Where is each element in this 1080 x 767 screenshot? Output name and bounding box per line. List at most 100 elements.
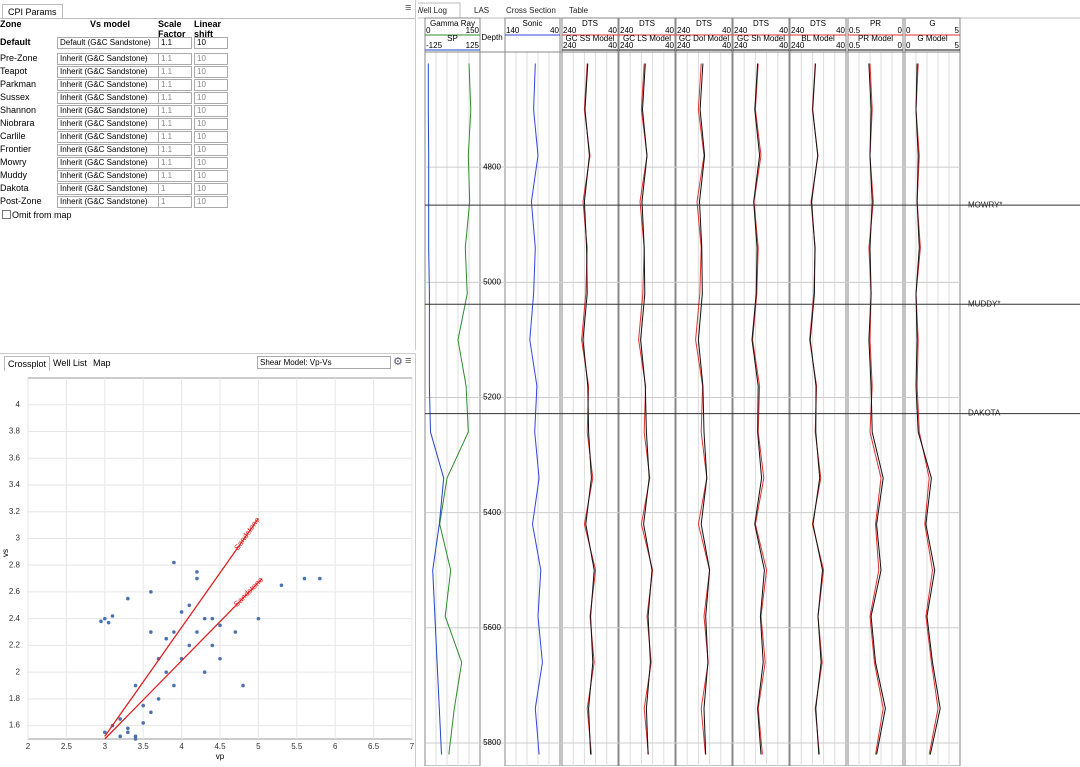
scale-factor-input[interactable]: 1.1 <box>158 118 192 130</box>
linear-shift-input[interactable]: 10 <box>194 79 228 91</box>
zone-name: Frontier <box>0 144 32 154</box>
vs-model-select[interactable]: Inherit (G&C Sandstone) <box>57 157 159 169</box>
tab[interactable]: CPI Params <box>2 4 63 19</box>
scale-factor-input[interactable]: 1.1 <box>158 92 192 104</box>
scale-factor-input[interactable]: 1.1 <box>158 131 192 143</box>
log-curve <box>640 63 653 755</box>
scale-max: 40 <box>722 26 731 35</box>
depth-tick-label: 5200 <box>483 393 501 402</box>
linear-shift-input[interactable]: 10 <box>194 118 228 130</box>
vs-model-select[interactable]: Inherit (G&C Sandstone) <box>57 183 159 195</box>
scale-factor-input[interactable]: 1 <box>158 183 192 195</box>
cpi-panel: CPI Params ≡ Zone Vs model Scale Factor Linea… <box>0 0 416 350</box>
trend-line <box>104 578 263 740</box>
track-title: DTS <box>810 19 826 28</box>
linear-shift-input[interactable]: 10 <box>194 92 228 104</box>
data-point <box>302 576 307 581</box>
scale-min: 240 <box>791 26 805 35</box>
vs-model-select[interactable]: Inherit (G&C Sandstone) <box>57 53 159 65</box>
x-axis-label: vp <box>216 752 225 761</box>
data-point <box>141 703 145 708</box>
omit-checkbox[interactable] <box>2 210 11 219</box>
track-frame <box>504 17 561 766</box>
tab-las[interactable]: LAS <box>474 6 489 15</box>
menu-icon[interactable]: ≡ <box>405 355 412 367</box>
data-point <box>149 710 153 715</box>
scale-min: 240 <box>620 26 634 35</box>
vs-model-select[interactable]: Inherit (G&C Sandstone) <box>57 118 159 130</box>
zone-name: Shannon <box>0 105 37 115</box>
tab[interactable]: Map <box>93 358 111 368</box>
vs-model-select[interactable]: Inherit (G&C Sandstone) <box>57 144 159 156</box>
y-tick-label: 2.4 <box>9 614 21 623</box>
curve-name: GC SS Model <box>566 34 615 43</box>
scale-factor-input[interactable]: 1.1 <box>158 157 192 169</box>
scale-min: 0 <box>426 26 431 35</box>
omit-label: Omit from map <box>12 210 72 220</box>
scale-factor-input[interactable]: 1.1 <box>158 79 192 91</box>
x-tick-label: 5.5 <box>291 742 303 751</box>
scale-factor-input[interactable]: 1.1 <box>158 53 192 65</box>
scale-factor-input[interactable]: 1.1 <box>158 37 192 49</box>
y-tick-label: 2 <box>16 667 21 676</box>
data-point <box>172 683 176 688</box>
depth-label: Depth <box>481 33 502 42</box>
linear-shift-input[interactable]: 10 <box>194 196 228 208</box>
vs-model-select[interactable]: Inherit (G&C Sandstone) <box>57 92 159 104</box>
linear-shift-input[interactable]: 10 <box>194 183 228 195</box>
curve-name: GC Dol Model <box>679 34 729 43</box>
scale-min: -125 <box>426 41 443 50</box>
vs-model-select[interactable]: Inherit (G&C Sandstone) <box>57 105 159 117</box>
linear-shift-input[interactable]: 10 <box>194 105 228 117</box>
tab-table[interactable]: Table <box>569 6 589 15</box>
vs-model-select[interactable]: Inherit (G&C Sandstone) <box>57 170 159 182</box>
tab-cross-section[interactable]: Cross Section <box>506 6 556 15</box>
scale-factor-input[interactable]: 1.1 <box>158 170 192 182</box>
scale-min: 240 <box>734 41 748 50</box>
vs-model-select[interactable]: Inherit (G&C Sandstone) <box>57 196 159 208</box>
formation-top-label: MOWRY* <box>968 200 1003 209</box>
model-select[interactable]: Shear Model: Vp-Vs <box>257 356 391 369</box>
y-axis-label: vs <box>1 549 10 557</box>
vs-model-select[interactable]: Inherit (G&C Sandstone) <box>57 66 159 78</box>
scale-factor-input[interactable]: 1.1 <box>158 144 192 156</box>
data-point <box>187 643 192 648</box>
scale-max: 40 <box>550 26 559 35</box>
zone-name: Sussex <box>0 92 30 102</box>
data-point <box>126 596 130 601</box>
linear-shift-input[interactable]: 10 <box>194 144 228 156</box>
linear-shift-input[interactable]: 10 <box>194 170 228 182</box>
vs-model-select[interactable]: Inherit (G&C Sandstone) <box>57 79 159 91</box>
data-point <box>133 683 138 688</box>
scale-min: 0 <box>906 41 911 50</box>
scale-min: 0.5 <box>849 41 861 50</box>
depth-tick-label: 5000 <box>483 277 501 286</box>
y-tick-label: 1.6 <box>9 721 21 730</box>
linear-shift-input[interactable]: 10 <box>194 131 228 143</box>
linear-shift-input[interactable]: 10 <box>194 157 228 169</box>
tab[interactable]: Crossplot <box>4 356 51 371</box>
data-point <box>218 656 222 661</box>
track-frame <box>424 17 481 766</box>
menu-icon[interactable]: ≡ <box>405 2 412 14</box>
y-tick-label: 3.4 <box>9 480 21 489</box>
scale-factor-input[interactable]: 1.1 <box>158 66 192 78</box>
y-tick-label: 1.8 <box>9 694 21 703</box>
tab-well-log[interactable]: Well Log <box>418 6 447 15</box>
track-title: DTS <box>696 19 712 28</box>
linear-shift-input[interactable]: 10 <box>194 53 228 65</box>
vs-model-select[interactable]: Default (G&C Sandstone) <box>57 37 159 49</box>
track-title: DTS <box>582 19 598 28</box>
column-header: Scale Factor <box>158 19 186 39</box>
scale-factor-input[interactable]: 1 <box>158 196 192 208</box>
tab[interactable]: Well List <box>53 358 87 368</box>
settings-icon[interactable]: ⚙ <box>393 356 403 368</box>
scale-max: 0 <box>898 41 903 50</box>
scale-factor-input[interactable]: 1.1 <box>158 105 192 117</box>
column-header: Vs model <box>90 19 131 29</box>
vs-model-select[interactable]: Inherit (G&C Sandstone) <box>57 131 159 143</box>
linear-shift-input[interactable]: 10 <box>194 66 228 78</box>
log-curve <box>752 63 768 755</box>
linear-shift-input[interactable]: 10 <box>194 37 228 49</box>
scale-min: 0.5 <box>849 26 861 35</box>
